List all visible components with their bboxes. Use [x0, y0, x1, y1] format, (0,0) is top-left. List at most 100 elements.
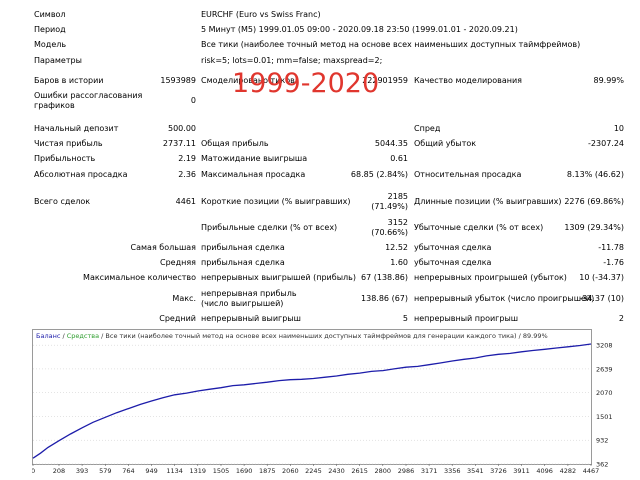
max-consec-profit-value: 138.86 (67): [361, 294, 408, 303]
spread-value: 10: [613, 124, 624, 133]
largest-profit-label: прибыльная сделка: [201, 243, 285, 252]
x-tick-label: 3356: [444, 467, 461, 475]
x-tick-label: 2615: [351, 467, 368, 475]
abs-drawdown-value: 2.36: [178, 170, 196, 179]
avg-profit-value: 1.60: [390, 258, 408, 267]
x-tick-label: 1505: [213, 467, 230, 475]
max-consec-profit-label: непрерывная прибыль (число выигрышей): [201, 289, 297, 308]
x-tick-label: 1690: [236, 467, 253, 475]
max-consec-loss-label: непрерывный убыток (число проигрышей): [414, 294, 595, 303]
x-tick-label: 949: [145, 467, 157, 475]
avg-loss-value: -1.76: [603, 258, 624, 267]
errors-value: 0: [190, 96, 196, 105]
total-trades-value: 4461: [175, 197, 196, 206]
avg-profit-label: прибыльная сделка: [201, 258, 285, 267]
y-tick-label: 932: [596, 437, 608, 445]
x-tick-label: 3171: [421, 467, 438, 475]
abs-drawdown-label: Абсолютная просадка: [34, 170, 128, 179]
x-tick-label: 0: [32, 467, 35, 475]
x-tick-label: 1134: [166, 467, 183, 475]
x-tick-label: 208: [53, 467, 65, 475]
errors-label: Ошибки рассогласования графиков: [34, 91, 143, 110]
overlay-year-range: 1999-2020: [232, 68, 380, 99]
period-label: Период: [34, 25, 66, 34]
profit-factor-label: Прибыльность: [34, 154, 96, 163]
max-consec-wins-value: 67 (138.86): [361, 273, 408, 282]
short-positions-label: Короткие позиции (% выигравших): [201, 197, 351, 206]
rel-drawdown-value: 8.13% (46.62): [566, 170, 624, 179]
profit-trades-value: 3152 (70.66%): [371, 218, 408, 237]
quality-label: Качество моделирования: [414, 76, 522, 85]
gross-profit-value: 5044.35: [374, 139, 408, 148]
params-value: risk=5; lots=0.01; mm=false; maxspread=2…: [201, 56, 383, 65]
chart-plot-area: [32, 329, 592, 465]
bars-label: Баров в истории: [34, 76, 104, 85]
chart-grid: [33, 344, 591, 465]
total-trades-label: Всего сделок: [34, 197, 91, 206]
avg-consec-label: Средний: [159, 314, 196, 323]
max-count-label: Максимальное количество: [83, 273, 196, 282]
avg-consec-wins-value: 5: [402, 314, 408, 323]
legend-equity: Средства: [67, 332, 99, 340]
y-axis-ticks: 362 932 1501 2070 2639 3208: [596, 342, 613, 469]
long-positions-value: 2276 (69.86%): [564, 197, 624, 206]
avg-consec-wins-label: непрерывный выигрыш: [201, 314, 301, 323]
balance-series-line: [32, 343, 592, 459]
gross-loss-label: Общий убыток: [414, 139, 477, 148]
x-tick-label: 393: [76, 467, 88, 475]
chart-legend: Баланс / Средства / Все тики (наиболее т…: [36, 332, 548, 340]
legend-description: Все тики (наиболее точный метод на основ…: [105, 332, 516, 340]
x-tick-label: 764: [122, 467, 134, 475]
profit-trades-label: Прибыльные сделки (% от всех): [201, 223, 338, 232]
max-consec-losses-value: 10 (-34.37): [579, 273, 624, 282]
period-value: 5 Минут (M5) 1999.01.05 09:00 - 2020.09.…: [201, 25, 518, 34]
bars-value: 1593989: [160, 76, 196, 85]
x-tick-label: 1875: [259, 467, 276, 475]
x-tick-label: 3541: [467, 467, 484, 475]
legend-separator: /: [60, 332, 66, 340]
y-tick-label: 2070: [596, 389, 613, 397]
x-tick-label: 3911: [513, 467, 530, 475]
gross-profit-label: Общая прибыль: [201, 139, 269, 148]
quality-value: 89.99%: [593, 76, 624, 85]
legend-quality: 89.99%: [523, 332, 548, 340]
deposit-value: 500.00: [168, 124, 196, 133]
short-positions-value: 2185 (71.49%): [371, 192, 408, 211]
largest-loss-label: убыточная сделка: [414, 243, 492, 252]
expected-payoff-value: 0.61: [390, 154, 408, 163]
x-tick-label: 4096: [536, 467, 553, 475]
params-label: Параметры: [34, 56, 82, 65]
net-profit-label: Чистая прибыль: [34, 139, 103, 148]
x-tick-label: 2060: [282, 467, 299, 475]
y-tick-label: 362: [596, 461, 608, 469]
x-tick-label: 2800: [374, 467, 391, 475]
max-consec-loss-value: -34.37 (10): [579, 294, 624, 303]
max-drawdown-value: 68.85 (2.84%): [350, 170, 408, 179]
expected-payoff-label: Матожидание выигрыша: [201, 154, 308, 163]
x-tick-label: 3726: [490, 467, 507, 475]
legend-balance: Баланс: [36, 332, 61, 340]
deposit-label: Начальный депозит: [34, 124, 119, 133]
long-positions-label: Длинные позиции (% выигравших): [414, 197, 562, 206]
x-axis-ticks: 0 208 393 579 764 949 1134 1319 1505 1690 1875 2060…: [32, 464, 599, 475]
rel-drawdown-label: Относительная просадка: [414, 170, 522, 179]
x-tick-label: 2430: [328, 467, 345, 475]
gross-loss-value: -2307.24: [588, 139, 624, 148]
largest-loss-value: -11.78: [598, 243, 624, 252]
model-value: Все тики (наиболее точный метод на основ…: [201, 40, 581, 49]
legend-separator: /: [517, 332, 523, 340]
balance-chart: Баланс / Средства / Все тики (наиболее т…: [32, 329, 613, 475]
largest-profit-value: 12.52: [385, 243, 408, 252]
y-tick-label: 3208: [596, 342, 613, 350]
x-tick-label: 4282: [560, 467, 577, 475]
y-tick-label: 1501: [596, 413, 613, 421]
x-tick-label: 579: [99, 467, 111, 475]
loss-trades-value: 1309 (29.34%): [564, 223, 624, 232]
profit-factor-value: 2.19: [178, 154, 196, 163]
max-label: Макс.: [172, 294, 196, 303]
max-consec-wins-label: непрерывных выигрышей (прибыль): [201, 273, 356, 282]
max-drawdown-label: Максимальная просадка: [201, 170, 306, 179]
avg-consec-losses-value: 2: [618, 314, 624, 323]
symbol-value: EURCHF (Euro vs Swiss Franc): [201, 10, 321, 19]
max-consec-losses-label: непрерывных проигрышей (убыток): [414, 273, 567, 282]
